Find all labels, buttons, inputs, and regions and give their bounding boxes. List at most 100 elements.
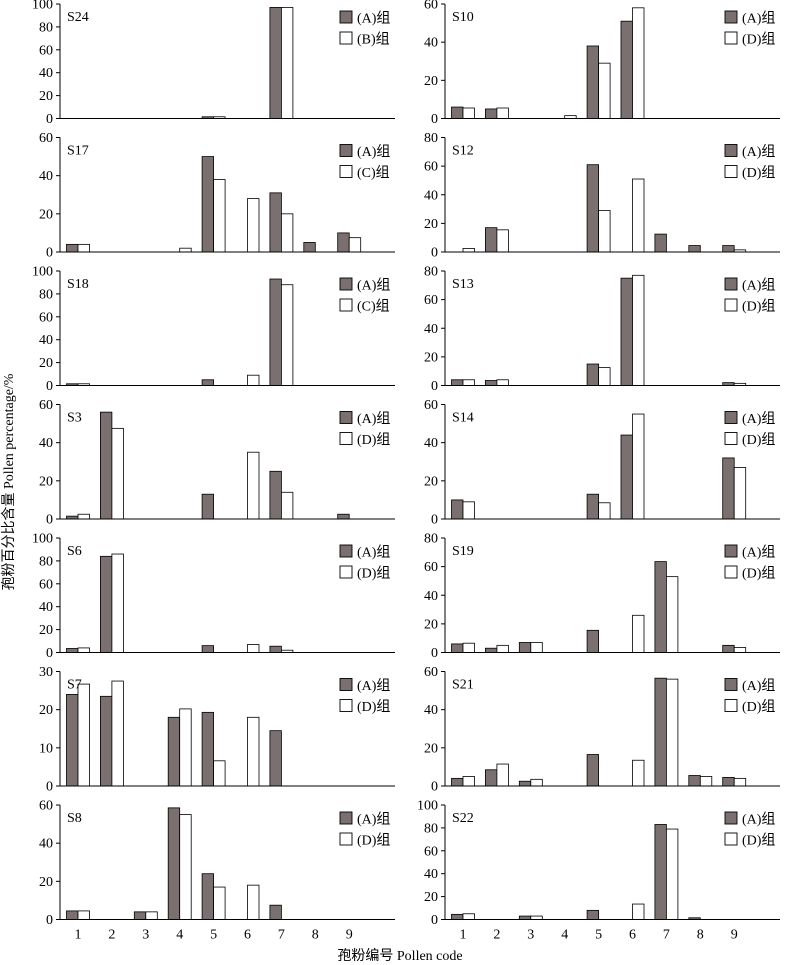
x-tick-label: 8 (312, 928, 319, 943)
bar-s14-s1-c6 (620, 434, 633, 520)
legend-entry: (D)组 (357, 432, 390, 448)
panel-s7: 0 10 20 30 S7 (A)组 (D)组 (39, 665, 395, 795)
legend-entry: (A)组 (742, 411, 775, 427)
bar-s12-s2-c1 (462, 248, 475, 253)
bar-s19-s2-c2 (496, 644, 509, 653)
x-tick-label: 7 (278, 928, 285, 943)
legend-entry: (C)组 (357, 165, 390, 181)
legend-swatch (339, 144, 353, 157)
y-tick-label: 60 (424, 560, 438, 575)
y-tick-label: 60 (424, 844, 438, 859)
bar-s17-s2-c4 (179, 247, 192, 253)
y-tick-label: 40 (424, 436, 438, 451)
legend-entry: (D)组 (742, 699, 775, 715)
panel-s8: 0 20 40 60 S8 (A)组 (D)组 1 2 3 4 5 6 7 8 9 (39, 799, 395, 943)
legend-swatch (724, 678, 738, 691)
legend-entry: (D)组 (357, 566, 390, 582)
bar-s10-s1-c2 (484, 108, 498, 119)
bar-s19-s1-c1 (451, 643, 464, 653)
bar-s21-s2-c9 (733, 777, 747, 787)
panel-s21: 0 20 40 60 S21 (A)组 (D)组 (424, 665, 780, 795)
bar-s19-s2-c7 (666, 576, 679, 653)
bar-s12-s1-c9 (722, 245, 735, 253)
y-tick-label: 0 (431, 646, 438, 661)
y-tick-label: 60 (424, 398, 438, 413)
y-tick-label: 40 (424, 867, 438, 882)
legend-entry: (D)组 (742, 165, 775, 181)
bar-s19-s1-c2 (484, 647, 498, 653)
bar-s10-s1-c6 (620, 20, 633, 119)
y-tick-label: 20 (424, 617, 438, 632)
y-tick-label: 40 (424, 36, 438, 51)
y-tick-label: 40 (39, 436, 53, 451)
legend-entry: (A)组 (742, 278, 775, 294)
legend-swatch (339, 565, 353, 579)
y-tick-label: 100 (32, 532, 53, 547)
y-tick-label: 20 (39, 89, 53, 104)
legend-swatch (724, 10, 738, 24)
bar-s10-s2-c1 (462, 107, 475, 119)
panel-label: S7 (67, 678, 82, 693)
x-tick-label: 4 (561, 928, 568, 943)
legend-entry: (A)组 (742, 678, 775, 694)
bar-s12-s2-c5 (598, 210, 611, 253)
bar-s13-s1-c6 (620, 277, 633, 386)
x-axis-label: 孢粉编号 Pollen code (337, 949, 463, 964)
legend-swatch (339, 10, 353, 24)
x-tick-label: 4 (176, 928, 183, 943)
bar-s21-s1-c5 (586, 754, 599, 787)
y-tick-label: 60 (39, 398, 53, 413)
y-tick-label: 100 (32, 265, 53, 280)
y-tick-label: 0 (46, 246, 53, 261)
y-tick-label: 0 (46, 379, 53, 394)
bar-s7-s1-c2 (100, 695, 113, 787)
bar-s19-s1-c5 (586, 629, 599, 653)
bar-s7-s1-c4 (167, 716, 181, 787)
bar-s17-s2-c5 (213, 179, 226, 253)
bar-s3-s2-c7 (280, 491, 294, 520)
bar-s19-s1-c9 (722, 644, 735, 653)
y-tick-label: 20 (424, 890, 438, 905)
legend-entry: (A)组 (357, 144, 390, 160)
legend-swatch (724, 31, 738, 45)
y-tick-label: 40 (39, 333, 53, 348)
bar-s17-s2-c1 (77, 243, 90, 253)
bar-s22-s2-c7 (666, 828, 679, 920)
bar-s6-s1-c5 (201, 645, 215, 653)
panel-s3: 0 20 40 60 S3 (A)组 (D)组 (39, 398, 395, 528)
legend-swatch (724, 811, 738, 825)
y-tick-label: 60 (424, 0, 438, 13)
panel-s13: 0 20 40 60 80 S13 (A)组 (D)组 (424, 265, 780, 394)
legend-swatch (724, 144, 738, 157)
y-tick-label: 80 (39, 554, 53, 569)
legend-entry: (A)组 (357, 545, 390, 561)
bar-s19-s2-c3 (530, 642, 543, 653)
x-tick-label: 9 (731, 928, 738, 943)
y-tick-label: 20 (39, 623, 53, 638)
y-tick-label: 40 (424, 322, 438, 337)
y-tick-label: 20 (424, 74, 438, 89)
legend-entry: (A)组 (742, 11, 775, 27)
legend-swatch (339, 432, 353, 445)
legend-swatch (339, 544, 353, 558)
y-tick-label: 40 (39, 66, 53, 81)
panel-label: S3 (67, 411, 82, 426)
x-tick-label: 9 (346, 928, 353, 943)
y-axis-label: 孢粉百分比含量 Pollen percentage/% (2, 373, 17, 591)
panel-s19: 0 20 40 60 80 S19 (A)组 (D)组 (424, 532, 780, 661)
x-tick-label: 5 (595, 928, 602, 943)
bar-s17-s1-c8 (303, 242, 316, 253)
bar-s7-s1-c7 (269, 730, 282, 787)
y-tick-label: 20 (424, 350, 438, 365)
bar-s6-s2-c1 (77, 647, 90, 653)
legend-entry: (D)组 (742, 566, 775, 582)
x-tick-label: 6 (629, 928, 636, 943)
bar-s12-s1-c8 (688, 245, 701, 253)
bar-s21-s2-c3 (530, 778, 543, 787)
bar-s18-s2-c6 (247, 374, 260, 386)
bar-s18-s2-c7 (280, 284, 294, 386)
bar-s13-s2-c2 (496, 379, 509, 386)
bar-s19-s2-c6 (632, 614, 645, 653)
bar-s17-s2-c9 (348, 237, 362, 253)
panel-label: S22 (452, 811, 474, 826)
